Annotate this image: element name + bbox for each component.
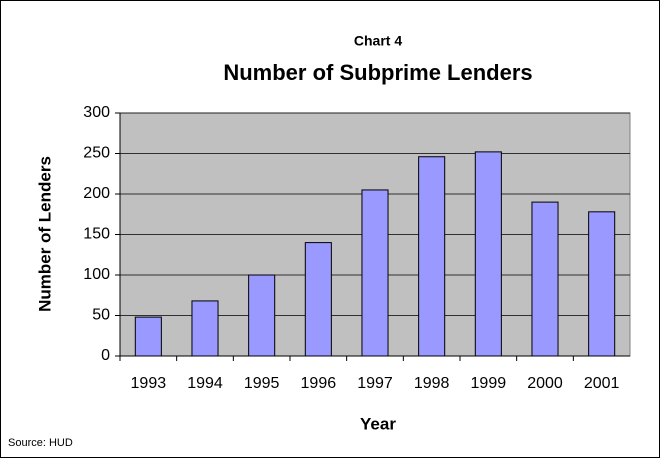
x-tick-label: 1993 xyxy=(131,375,167,392)
chart-title: Number of Subprime Lenders xyxy=(223,60,532,85)
y-tick-label: 250 xyxy=(83,145,110,162)
y-axis-label: Number of Lenders xyxy=(35,156,54,312)
x-axis-label: Year xyxy=(360,414,396,433)
source-note: Source: HUD xyxy=(8,437,73,449)
x-tick-label: 1996 xyxy=(301,375,337,392)
y-tick-label: 100 xyxy=(83,266,110,283)
x-tick-label: 2000 xyxy=(527,375,563,392)
x-tick-label: 1994 xyxy=(187,375,223,392)
bar xyxy=(304,242,332,357)
x-tick-label: 2001 xyxy=(584,375,620,392)
y-tick-label: 50 xyxy=(92,307,110,324)
chart-subtitle: Chart 4 xyxy=(354,33,402,49)
x-tick-label: 1995 xyxy=(244,375,280,392)
y-tick-label: 300 xyxy=(83,104,110,121)
bar xyxy=(191,300,219,357)
bar xyxy=(248,274,276,357)
x-tick-label: 1998 xyxy=(414,375,450,392)
y-tick-label: 200 xyxy=(83,185,110,202)
bar xyxy=(134,316,162,357)
bar xyxy=(474,151,502,357)
bar xyxy=(531,201,559,357)
bar xyxy=(361,189,389,357)
x-tick-label: 1997 xyxy=(357,375,393,392)
y-tick-label: 150 xyxy=(83,226,110,243)
bar xyxy=(418,156,446,357)
bar xyxy=(588,211,616,357)
y-tick-label: 0 xyxy=(101,347,110,364)
x-tick-label: 1999 xyxy=(471,375,507,392)
